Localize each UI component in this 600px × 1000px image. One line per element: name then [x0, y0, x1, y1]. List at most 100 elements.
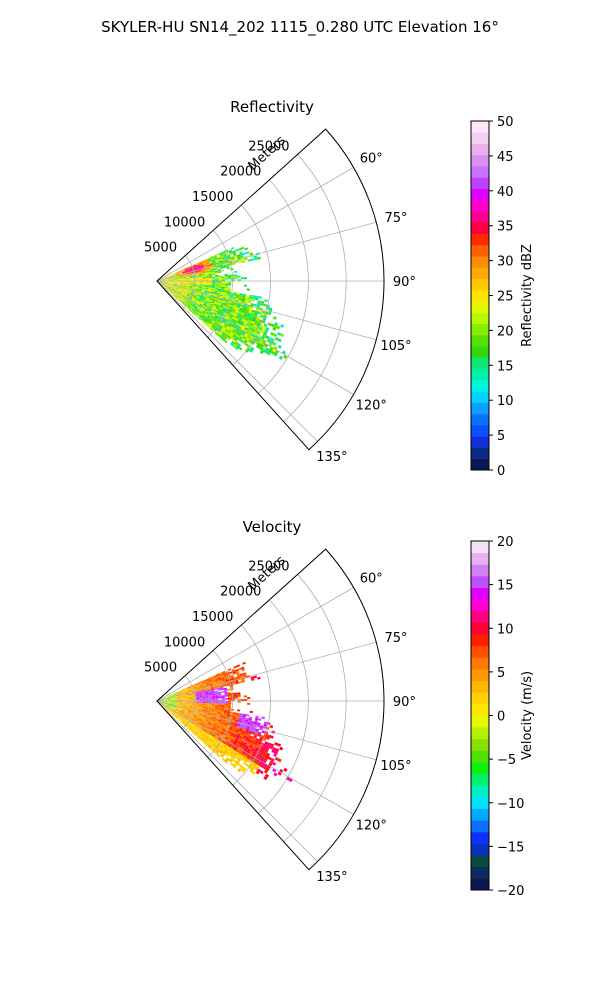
echo-cell — [239, 253, 244, 256]
echo-cell — [192, 308, 196, 312]
echo-cell — [168, 708, 172, 711]
echo-cell — [234, 722, 238, 726]
echo-cell — [234, 326, 238, 330]
echo-cell — [175, 714, 179, 718]
echo-cell — [189, 276, 193, 278]
echo-cell — [229, 747, 234, 751]
echo-cell — [192, 723, 196, 727]
echo-cell — [213, 265, 217, 268]
echo-cell — [248, 319, 252, 323]
echo-cell — [170, 283, 174, 285]
echo-cell — [179, 694, 183, 696]
echo-cell — [188, 709, 192, 712]
echo-cell — [198, 271, 202, 273]
echo-cell — [243, 284, 247, 287]
colorbar-segment — [471, 610, 489, 623]
echo-cell — [222, 747, 226, 751]
echo-cell — [192, 263, 197, 266]
echo-cell — [206, 304, 210, 307]
echo-cell — [227, 335, 232, 339]
echo-cell — [199, 296, 203, 299]
echo-cell — [205, 261, 210, 264]
echo-cell — [176, 696, 180, 698]
echo-cell — [261, 310, 266, 314]
echo-cell — [170, 279, 174, 281]
echo-cell — [165, 706, 169, 709]
echo-cell — [205, 298, 210, 301]
echo-cell — [177, 279, 181, 281]
echo-cell — [228, 322, 233, 326]
echo-cell — [225, 682, 230, 685]
echo-cell — [223, 687, 228, 690]
echo-cell — [221, 729, 225, 733]
echo-cell — [167, 276, 171, 278]
echo-cell — [171, 290, 174, 293]
echo-cell — [211, 259, 216, 262]
echo-cell — [182, 273, 186, 275]
echo-cell — [174, 699, 178, 701]
echo-cell — [164, 279, 168, 281]
echo-cell — [236, 306, 240, 310]
echo-cell — [214, 302, 218, 305]
echo-cell — [183, 703, 187, 705]
echo-cell — [212, 313, 216, 317]
echo-cell — [172, 272, 176, 275]
echo-cell — [189, 307, 193, 311]
echo-cell — [224, 693, 228, 696]
echo-cell — [197, 300, 202, 303]
echo-cell — [182, 300, 186, 304]
echo-cell — [162, 705, 166, 708]
echo-cell — [183, 300, 187, 303]
echo-cell — [199, 724, 203, 727]
echo-cell — [228, 309, 232, 313]
echo-cell — [254, 717, 259, 721]
echo-cell — [258, 309, 263, 313]
echo-cell — [190, 721, 194, 724]
echo-cell — [224, 706, 228, 709]
echo-cell — [234, 731, 238, 735]
echo-cell — [212, 296, 217, 299]
echo-cell — [215, 717, 220, 720]
echo-cell — [201, 727, 205, 730]
echo-cell — [204, 679, 209, 682]
echo-cell — [254, 755, 259, 759]
echo-cell — [225, 753, 229, 757]
echo-cell — [231, 257, 235, 261]
echo-cell — [178, 271, 182, 273]
echo-cell — [204, 691, 209, 693]
echo-cell — [203, 320, 207, 324]
echo-cell — [232, 682, 236, 685]
echo-cell — [217, 708, 222, 711]
echo-cell — [189, 699, 194, 701]
echo-cell — [235, 717, 239, 721]
echo-cell — [167, 280, 171, 281]
echo-cell — [179, 274, 183, 276]
echo-cell — [200, 313, 205, 317]
echo-cell — [164, 281, 168, 283]
echo-cell — [211, 285, 216, 288]
echo-cell — [205, 680, 209, 683]
echo-cell — [200, 295, 204, 298]
echo-cell — [201, 291, 205, 294]
echo-cell — [196, 281, 200, 283]
echo-cell — [196, 701, 200, 703]
echo-cell — [167, 697, 171, 699]
echo-cell — [262, 745, 267, 750]
echo-cell — [237, 337, 242, 342]
echo-cell — [211, 694, 216, 697]
echo-cell — [181, 269, 185, 272]
echo-cell — [230, 246, 235, 250]
echo-cell — [250, 678, 255, 681]
echo-cell — [172, 713, 175, 717]
echo-cell — [241, 258, 245, 262]
echo-cell — [167, 284, 171, 286]
echo-cell — [217, 256, 221, 259]
colorbar-segment — [471, 575, 489, 588]
echo-cell — [196, 715, 200, 718]
echo-cell — [266, 338, 271, 343]
echo-cell — [215, 740, 219, 744]
echo-cell — [255, 325, 260, 329]
echo-cell — [238, 261, 242, 264]
echo-cell — [249, 324, 253, 329]
echo-cell — [183, 719, 187, 723]
